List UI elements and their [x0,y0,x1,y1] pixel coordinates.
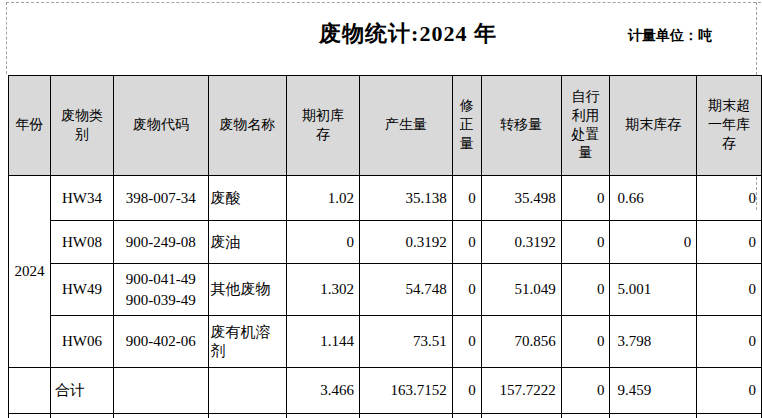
cell-total-transferred[interactable]: 157.7222 [481,368,561,414]
cell-r1-opening[interactable]: 1.02 [287,176,360,221]
cell-r4-correction[interactable]: 0 [452,316,481,368]
cell-r3-self-disposal[interactable]: 0 [561,264,610,316]
empty-cell [9,414,51,418]
cell-r1-closing-over-one-year[interactable]: 0 [697,176,762,221]
cell-r2-closing[interactable]: 0 [610,221,697,264]
cell-r4-generated[interactable]: 73.51 [359,316,452,368]
cell-total-code-empty[interactable] [113,368,208,414]
cell-total-self-disposal[interactable]: 0 [561,368,610,414]
cell-r3-generated[interactable]: 54.748 [359,264,452,316]
empty-cell [113,414,208,418]
cell-total-label[interactable]: 合计 [50,368,113,414]
cell-r2-generated[interactable]: 0.3192 [359,221,452,264]
cell-r1-transferred[interactable]: 35.498 [481,176,561,221]
header-year[interactable]: 年份 [9,76,51,176]
empty-cell [452,414,481,418]
cell-total-correction[interactable]: 0 [452,368,481,414]
header-waste-code[interactable]: 废物代码 [113,76,208,176]
header-generated[interactable]: 产生量 [359,76,452,176]
cell-r3-opening[interactable]: 1.302 [287,264,360,316]
waste-statistics-table: 年份 废物类 别 废物代码 废物名称 期初库 存 产生量 修 正 量 转移量 自… [8,75,762,418]
cell-r3-code[interactable]: 900-041-49 900-039-49 [113,264,208,316]
empty-cell [610,414,697,418]
total-row: 合计 3.466 163.7152 0 157.7222 0 9.459 0 [9,368,762,414]
cell-r1-category[interactable]: HW34 [50,176,113,221]
header-waste-category[interactable]: 废物类 别 [50,76,113,176]
cell-r2-name[interactable]: 废油 [208,221,287,264]
cell-r2-correction[interactable]: 0 [452,221,481,264]
header-correction[interactable]: 修 正 量 [452,76,481,176]
clipped-empty-row [9,414,762,418]
empty-cell [208,414,287,418]
cell-r2-opening[interactable]: 0 [287,221,360,264]
cell-total-closing-over-one-year[interactable]: 0 [697,368,762,414]
empty-cell [697,414,762,418]
header-row: 年份 废物类 别 废物代码 废物名称 期初库 存 产生量 修 正 量 转移量 自… [9,76,762,176]
cell-total-year-empty[interactable] [9,368,51,414]
cell-year[interactable]: 2024 [9,176,51,368]
cell-total-opening[interactable]: 3.466 [287,368,360,414]
cell-r2-code[interactable]: 900-249-08 [113,221,208,264]
cell-r4-closing-over-one-year[interactable]: 0 [697,316,762,368]
cell-r1-name[interactable]: 废酸 [208,176,287,221]
cell-r2-category[interactable]: HW08 [50,221,113,264]
header-waste-name[interactable]: 废物名称 [208,76,287,176]
header-closing-stock[interactable]: 期末库存 [610,76,697,176]
empty-cell [50,414,113,418]
cell-r1-self-disposal[interactable]: 0 [561,176,610,221]
cell-r2-self-disposal[interactable]: 0 [561,221,610,264]
empty-cell [561,414,610,418]
cell-total-closing[interactable]: 9.459 [610,368,697,414]
cell-total-name-empty[interactable] [208,368,287,414]
cell-r2-closing-over-one-year[interactable]: 0 [697,221,762,264]
cell-r3-category[interactable]: HW49 [50,264,113,316]
cell-r4-opening[interactable]: 1.144 [287,316,360,368]
cell-r4-category[interactable]: HW06 [50,316,113,368]
header-closing-over-one-year[interactable]: 期末超 一年库 存 [697,76,762,176]
table-row: HW49 900-041-49 900-039-49 其他废物 1.302 54… [9,264,762,316]
cell-r4-name[interactable]: 废有机溶剂 [208,316,287,368]
cell-r4-self-disposal[interactable]: 0 [561,316,610,368]
empty-cell [359,414,452,418]
cell-r1-correction[interactable]: 0 [452,176,481,221]
header-opening-stock[interactable]: 期初库 存 [287,76,360,176]
header-self-disposal[interactable]: 自行 利用 处置 量 [561,76,610,176]
unit-label: 计量单位：吨 [628,27,712,45]
cell-r1-code[interactable]: 398-007-34 [113,176,208,221]
cell-r1-closing[interactable]: 0.66 [610,176,697,221]
cell-r3-correction[interactable]: 0 [452,264,481,316]
cell-r2-transferred[interactable]: 0.3192 [481,221,561,264]
table-row: HW08 900-249-08 废油 0 0.3192 0 0.3192 0 0… [9,221,762,264]
cell-total-generated[interactable]: 163.7152 [359,368,452,414]
cell-r3-name[interactable]: 其他废物 [208,264,287,316]
table-row: HW06 900-402-06 废有机溶剂 1.144 73.51 0 70.8… [9,316,762,368]
cell-r3-transferred[interactable]: 51.049 [481,264,561,316]
cell-r4-code[interactable]: 900-402-06 [113,316,208,368]
page-break-dash-top [6,2,761,3]
cell-r4-transferred[interactable]: 70.856 [481,316,561,368]
cell-r3-closing-over-one-year[interactable]: 0 [697,264,762,316]
header-transferred[interactable]: 转移量 [481,76,561,176]
empty-cell [481,414,561,418]
cell-r4-closing[interactable]: 3.798 [610,316,697,368]
table-row: 2024 HW34 398-007-34 废酸 1.02 35.138 0 35… [9,176,762,221]
cell-r3-closing[interactable]: 5.001 [610,264,697,316]
cell-r1-generated[interactable]: 35.138 [359,176,452,221]
empty-cell [287,414,360,418]
